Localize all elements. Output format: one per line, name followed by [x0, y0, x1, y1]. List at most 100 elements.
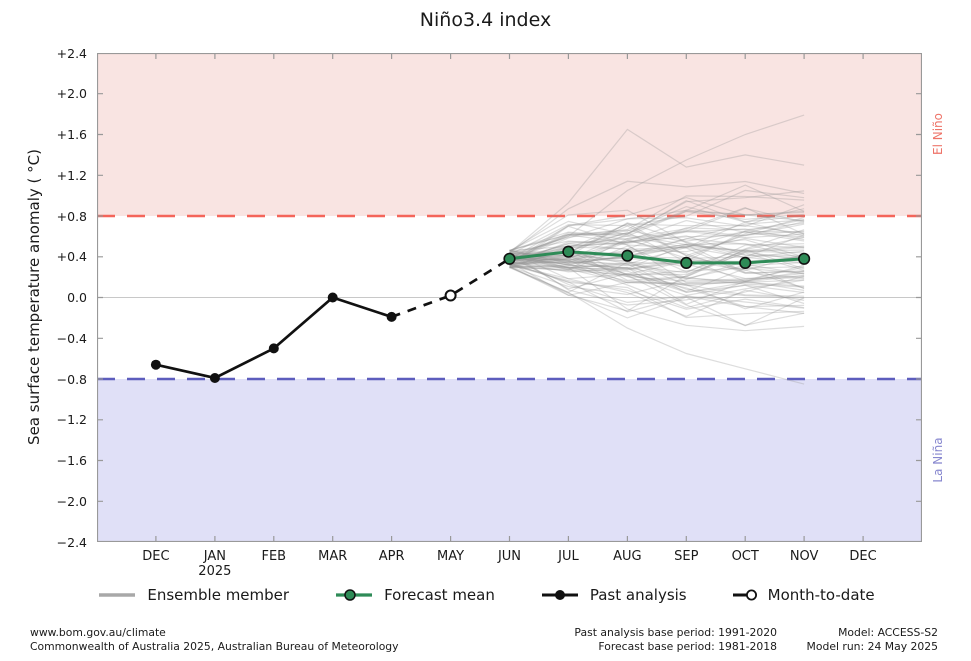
x-tick-label: MAY: [437, 549, 465, 564]
past-analysis-point: [268, 343, 279, 354]
ensemble-member-line: [509, 221, 805, 252]
la-nina-band: [97, 379, 922, 542]
legend-label-past-analysis: Past analysis: [589, 586, 687, 604]
month-to-date-point: [444, 289, 457, 302]
footer-model: Model: ACCESS-S2: [838, 626, 938, 639]
legend-label-ensemble: Ensemble member: [147, 586, 290, 604]
x-tick-label: JAN 2025: [180, 549, 250, 579]
ensemble-member-line: [509, 263, 805, 313]
ensemble-member-line: [509, 209, 805, 259]
ensemble-member-line: [509, 258, 805, 290]
ensemble-member-line: [509, 219, 805, 269]
y-tick-label: −1.6: [56, 453, 87, 468]
forecast-mean-swatch: [333, 587, 375, 603]
ensemble-member-line: [509, 128, 805, 254]
ensemble-member-line: [509, 208, 805, 251]
ensemble-member-line: [509, 244, 805, 279]
ensemble-member-line: [509, 251, 805, 317]
ensemble-member-line: [509, 264, 805, 310]
ensemble-member-line: [509, 180, 805, 254]
ensemble-member-line: [509, 184, 805, 260]
ensemble-member-line: [509, 209, 805, 262]
ensemble-member-line: [509, 195, 805, 262]
y-tick-label: +0.8: [56, 208, 87, 224]
plot-area: [96, 52, 923, 543]
footer-model-run: Model run: 24 May 2025: [806, 639, 938, 653]
forecast-mean-point: [680, 256, 693, 269]
ensemble-member-line: [509, 239, 805, 274]
chart-canvas: [96, 52, 923, 543]
y-tick-label: +0.4: [56, 249, 87, 265]
ensemble-member-line: [509, 223, 805, 261]
axis-ticks: [97, 52, 922, 543]
ensemble-line-swatch: [96, 587, 138, 603]
ensemble-member-line: [509, 254, 805, 293]
past-analysis-line: [155, 295, 393, 380]
ensemble-member-line: [509, 262, 805, 319]
ensemble-member-line: [509, 257, 805, 309]
y-tick-label: +1.2: [56, 167, 87, 183]
ensemble-member-line: [509, 255, 805, 310]
ensemble-member-line: [509, 235, 805, 259]
la-nina-label: La Niña: [931, 437, 945, 483]
footer-base-periods: Past analysis base period: 1991-2020 For…: [574, 626, 777, 653]
ensemble-member-line: [509, 229, 805, 268]
ensemble-member-line: [509, 225, 805, 274]
y-tick-label: −2.0: [56, 493, 87, 509]
x-tick-label: DEC: [849, 549, 877, 564]
ensemble-member-line: [509, 207, 805, 264]
ensemble-member-line: [509, 199, 805, 261]
ensemble-member-line: [509, 219, 805, 280]
ensemble-member-line: [509, 258, 805, 283]
y-tick-label: −0.8: [56, 371, 87, 387]
forecast-mean-point: [562, 245, 575, 258]
ensemble-member-line: [509, 243, 805, 274]
ensemble-member-line: [509, 252, 805, 276]
ensemble-member-line: [509, 256, 805, 296]
ensemble-member-line: [509, 228, 805, 259]
legend-label-month-to-date: Month-to-date: [767, 586, 875, 604]
ensemble-member-line: [509, 254, 805, 280]
ensemble-member-line: [509, 258, 805, 285]
ensemble-member-line: [509, 229, 805, 262]
footer-source: www.bom.gov.au/climate Commonwealth of A…: [30, 626, 399, 653]
ensemble-member-line: [509, 260, 805, 299]
ensemble-member-line: [509, 253, 805, 288]
x-tick-label: JUL: [558, 549, 579, 564]
ensemble-member-line: [509, 239, 805, 261]
ensemble-member-line: [509, 243, 805, 266]
el-nino-band: [97, 53, 922, 216]
ensemble-member-line: [509, 249, 805, 312]
legend-label-forecast-mean: Forecast mean: [384, 586, 495, 604]
x-tick-label: NOV: [789, 549, 819, 564]
x-year-annotation: 2025: [198, 564, 232, 579]
chart-title: Niño3.4 index: [419, 9, 552, 31]
ensemble-member-line: [509, 205, 805, 256]
ensemble-member-line: [509, 258, 805, 314]
month-to-date-line: [391, 257, 511, 319]
ensemble-member-line: [509, 114, 805, 258]
ensemble-member-line: [509, 190, 805, 251]
ensemble-member-line: [509, 264, 805, 305]
ensemble-member-line: [509, 230, 805, 266]
ensemble-member-line: [509, 254, 805, 305]
y-tick-label: +2.0: [56, 86, 87, 102]
ensemble-member-line: [509, 251, 805, 306]
ensemble-member-line: [509, 264, 805, 287]
ensemble-member-line: [509, 249, 805, 309]
past-analysis-point: [150, 359, 161, 370]
y-tick-label: +2.4: [56, 45, 87, 61]
ensemble-member-line: [509, 232, 805, 262]
ensemble-member-line: [509, 251, 805, 276]
el-nino-label: El Niño: [931, 113, 945, 155]
past-analysis-point: [386, 311, 397, 322]
ensemble-member-line: [509, 245, 805, 257]
ensemble-member-line: [509, 246, 805, 265]
ensemble-member-line: [509, 216, 805, 264]
forecast-mean-point: [797, 252, 811, 265]
x-tick-label: APR: [378, 549, 405, 564]
ensemble-member-line: [509, 238, 805, 264]
legend-item-past-analysis: Past analysis: [539, 586, 687, 604]
footer-copyright: Commonwealth of Australia 2025, Australi…: [30, 639, 399, 653]
